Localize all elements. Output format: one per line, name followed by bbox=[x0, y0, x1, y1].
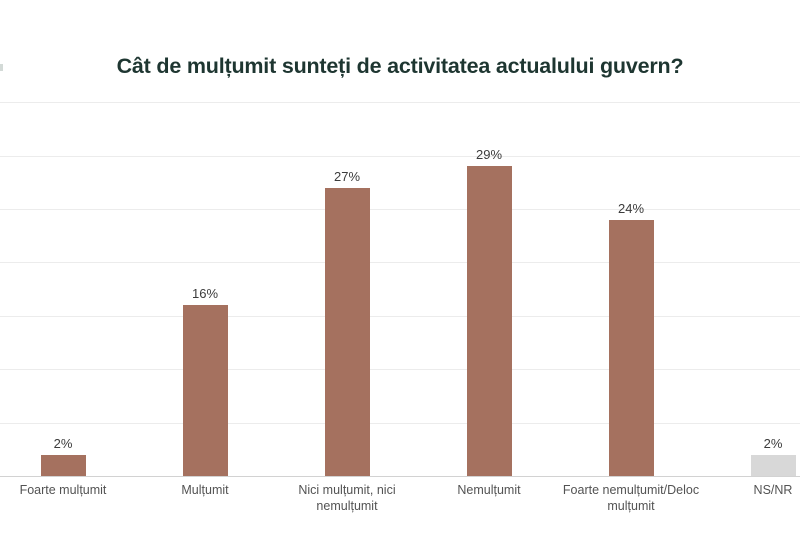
bar-category-label: Foarte mulțumit bbox=[19, 483, 107, 497]
bar bbox=[40, 454, 86, 476]
gridline bbox=[0, 315, 800, 317]
left-edge-logo-fragment bbox=[0, 64, 3, 71]
bar-category-label: Mulțumit bbox=[181, 483, 229, 497]
bar bbox=[324, 187, 370, 476]
gridline bbox=[0, 262, 800, 264]
bar-value-label: 2% bbox=[763, 435, 783, 451]
gridline bbox=[0, 369, 800, 371]
bar bbox=[750, 454, 796, 476]
bar-category-label: Nici mulțumit, nici nemulțumit bbox=[298, 483, 396, 513]
gridline bbox=[0, 422, 800, 424]
gridline bbox=[0, 209, 800, 210]
gridline bbox=[0, 155, 800, 157]
bar-category-label: Foarte nemulțumit/Deloc mulțumit bbox=[562, 483, 700, 513]
gridline bbox=[0, 102, 800, 104]
bar-category-label: Nemulțumit bbox=[457, 483, 521, 497]
bar-value-label: 29% bbox=[475, 147, 503, 163]
bar bbox=[182, 305, 228, 476]
x-axis-line bbox=[0, 476, 800, 477]
chart-title: Cât de mulțumit sunteți de activitatea a… bbox=[116, 54, 684, 78]
bar-value-label: 16% bbox=[191, 286, 219, 302]
bar-value-label: 27% bbox=[333, 168, 361, 184]
bar bbox=[466, 166, 512, 476]
bar-value-label: 24% bbox=[617, 200, 645, 216]
bar-category-label: NS/NR bbox=[753, 483, 793, 497]
bar-value-label: 2% bbox=[53, 435, 73, 451]
bar bbox=[608, 219, 654, 476]
